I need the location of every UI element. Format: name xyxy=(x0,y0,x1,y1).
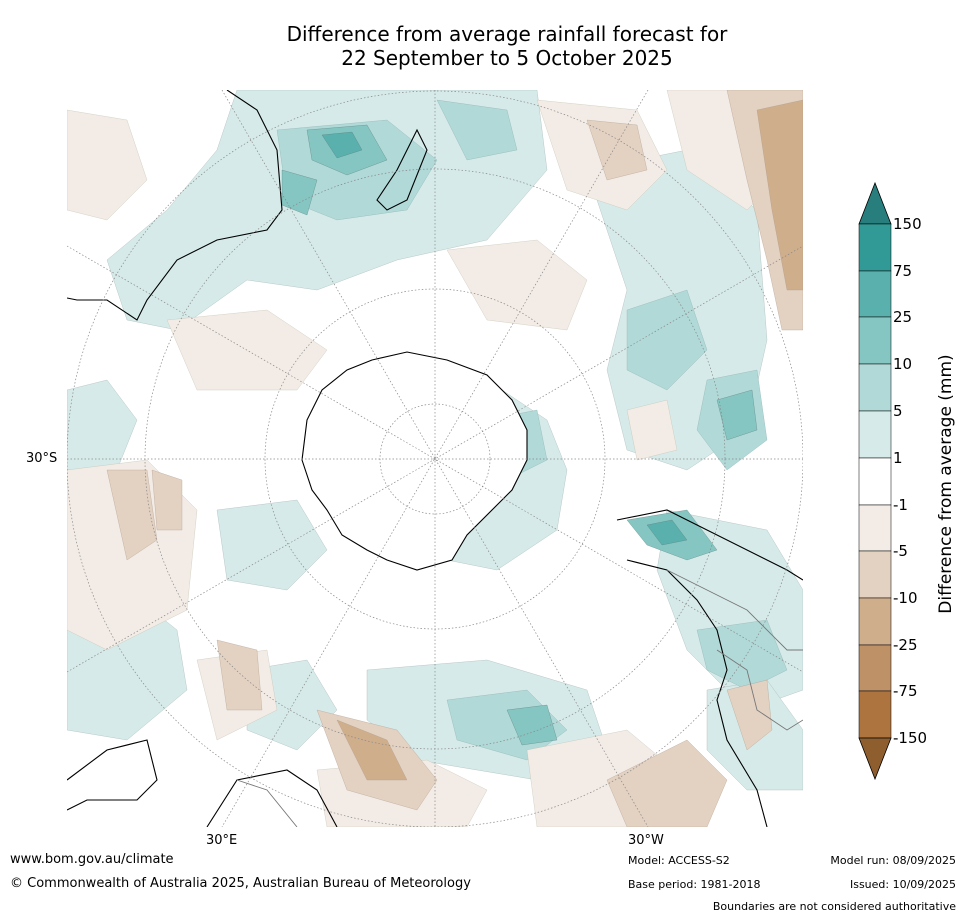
colorbar-band-10-25 xyxy=(858,316,892,365)
colorbar-band-m150-m75 xyxy=(858,690,892,739)
rainfall-anomaly-map xyxy=(67,90,803,827)
issued-date: Issued: 10/09/2025 xyxy=(849,878,956,891)
dry-m5-m25-regions xyxy=(106,90,803,827)
colorbar-band-m75-m25 xyxy=(858,644,892,692)
colorbar-band-m5-m1 xyxy=(858,504,892,552)
wet-10-75-cores xyxy=(281,124,758,746)
title-line-2: 22 September to 5 October 2025 xyxy=(341,46,673,70)
colorbar-tick-label: -5 xyxy=(893,542,908,560)
graticule xyxy=(67,90,803,827)
colorbar-tick-label: 5 xyxy=(893,402,903,420)
colorbar-tick-label: -1 xyxy=(893,496,908,514)
colorbar-band-25-75 xyxy=(858,270,892,318)
boundaries-disclaimer: Boundaries are not considered authoritat… xyxy=(712,900,956,913)
map-canvas xyxy=(67,90,803,827)
colorbar-band-5-10 xyxy=(858,363,892,412)
website-link[interactable]: www.bom.gov.au/climate xyxy=(10,852,174,867)
colorbar-tick-label: -150 xyxy=(893,729,928,747)
continent-coastlines xyxy=(67,90,803,827)
colorbar-band-75-150 xyxy=(858,223,892,272)
colorbar-tick-label: 75 xyxy=(893,262,913,280)
colorbar-band-m1-1 xyxy=(858,457,892,506)
copyright-notice: © Commonwealth of Australia 2025, Austra… xyxy=(10,876,471,891)
antarctica-coastline xyxy=(301,351,528,571)
colorbar-tick-label: 150 xyxy=(893,215,922,233)
colorbar-band-m25-m10 xyxy=(858,597,892,646)
colorbar-band-1-5 xyxy=(858,410,892,459)
colorbar-over-arrow xyxy=(858,181,892,225)
longitude-label-30w: 30°W xyxy=(628,833,664,848)
colorbar-tick-label: -25 xyxy=(893,636,918,654)
base-period: Base period: 1981-2018 xyxy=(628,878,761,891)
colorbar xyxy=(858,181,892,781)
chart-title: Difference from average rainfall forecas… xyxy=(180,22,834,70)
colorbar-under-arrow xyxy=(858,737,892,781)
colorbar-tick-label: -10 xyxy=(893,589,918,607)
colorbar-tick-label: 25 xyxy=(893,308,913,326)
colorbar-tick-label: 10 xyxy=(893,355,913,373)
model-run-date: Model run: 08/09/2025 xyxy=(830,854,956,867)
colorbar-tick-label: -75 xyxy=(893,682,918,700)
colorbar-tick-label: 1 xyxy=(893,449,903,467)
model-name: Model: ACCESS-S2 xyxy=(628,854,730,867)
title-line-1: Difference from average rainfall forecas… xyxy=(286,22,728,46)
longitude-label-30e: 30°E xyxy=(206,833,238,848)
country-boundaries xyxy=(236,569,803,827)
colorbar-band-m10-m5 xyxy=(858,550,892,599)
latitude-label: 30°S xyxy=(26,451,58,466)
colorbar-title: Difference from average (mm) xyxy=(936,354,956,614)
